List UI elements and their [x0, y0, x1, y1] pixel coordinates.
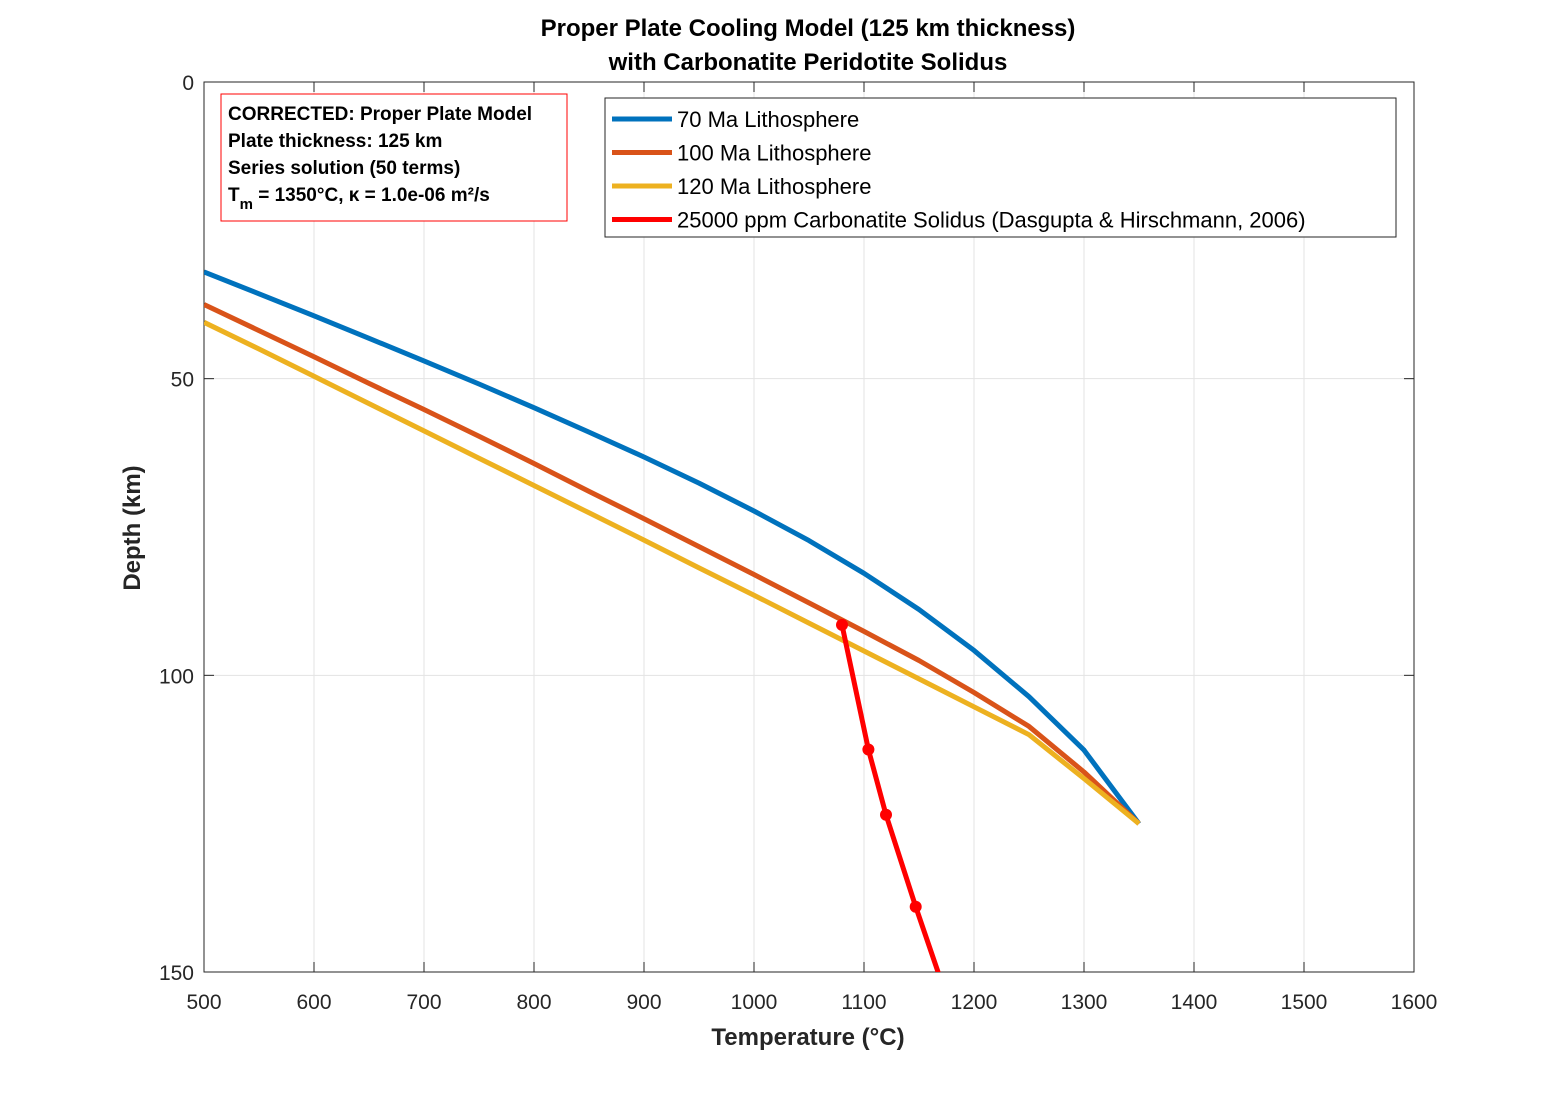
series-marker [836, 618, 848, 631]
legend-entry-label: 120 Ma Lithosphere [677, 174, 871, 199]
annotation-box: CORRECTED: Proper Plate Model Plate thic… [220, 93, 568, 222]
x-tick-label: 900 [626, 991, 661, 1014]
annotation-tm-rest: = 1350°C, κ = 1.0e-06 m²/s [253, 185, 490, 206]
annotation-line-4: Tm = 1350°C, κ = 1.0e-06 m²/s [228, 185, 490, 213]
annotation-line-2: Plate thickness: 125 km [228, 131, 442, 152]
y-axis-label: Depth (km) [119, 465, 146, 590]
series-line-1 [204, 269, 1142, 826]
chart-title-line-1: Proper Plate Cooling Model (125 km thick… [541, 15, 1076, 42]
legend-entry-label: 25000 ppm Carbonatite Solidus (Dasgupta … [677, 208, 1306, 233]
series-marker [862, 743, 875, 756]
x-tick-label: 1200 [951, 991, 998, 1014]
legend-box [604, 97, 1397, 238]
legend-entry-label: 70 Ma Lithosphere [677, 107, 859, 132]
x-tick-label: 600 [296, 991, 331, 1014]
x-tick-label: 1000 [731, 991, 778, 1014]
x-tick-label: 1300 [1061, 991, 1108, 1014]
annotation-tm-symbol: T [228, 185, 240, 206]
axes: 500 600 700 800 900 1000 1100 1200 1300 1400 1500 1… [159, 72, 1437, 1014]
y-tick-label: 150 [159, 962, 194, 985]
plot-area [204, 269, 1142, 972]
axes-box [203, 81, 1415, 973]
x-tick-label: 1500 [1281, 991, 1328, 1014]
chart-title-line-2: with Carbonatite Peridotite Solidus [608, 49, 1008, 76]
annotation-line-1: CORRECTED: Proper Plate Model [228, 104, 532, 125]
x-tick-label: 700 [406, 991, 441, 1014]
x-tick-label: 500 [186, 991, 221, 1014]
x-tick-label: 1600 [1391, 991, 1438, 1014]
y-tick-label: 100 [159, 665, 194, 688]
series-line-2 [204, 302, 1141, 826]
annotation-border [220, 93, 568, 222]
series-line-3 [204, 320, 1141, 826]
y-tick-label: 50 [171, 369, 194, 392]
legend: 70 Ma Lithosphere 100 Ma Lithosphere 120 M… [604, 97, 1397, 238]
legend-entry-label: 100 Ma Lithosphere [677, 141, 871, 166]
annotation-line-3: Series solution (50 terms) [228, 158, 460, 179]
x-tick-label: 1400 [1171, 991, 1218, 1014]
y-tick-label: 0 [182, 72, 194, 95]
series-marker [880, 808, 892, 821]
x-axis-label: Temperature (°C) [711, 1024, 904, 1051]
x-tick-label: 800 [516, 991, 551, 1014]
x-tick-label: 1100 [841, 991, 886, 1014]
series-marker [909, 900, 922, 913]
annotation-tm-subscript: m [240, 196, 253, 213]
